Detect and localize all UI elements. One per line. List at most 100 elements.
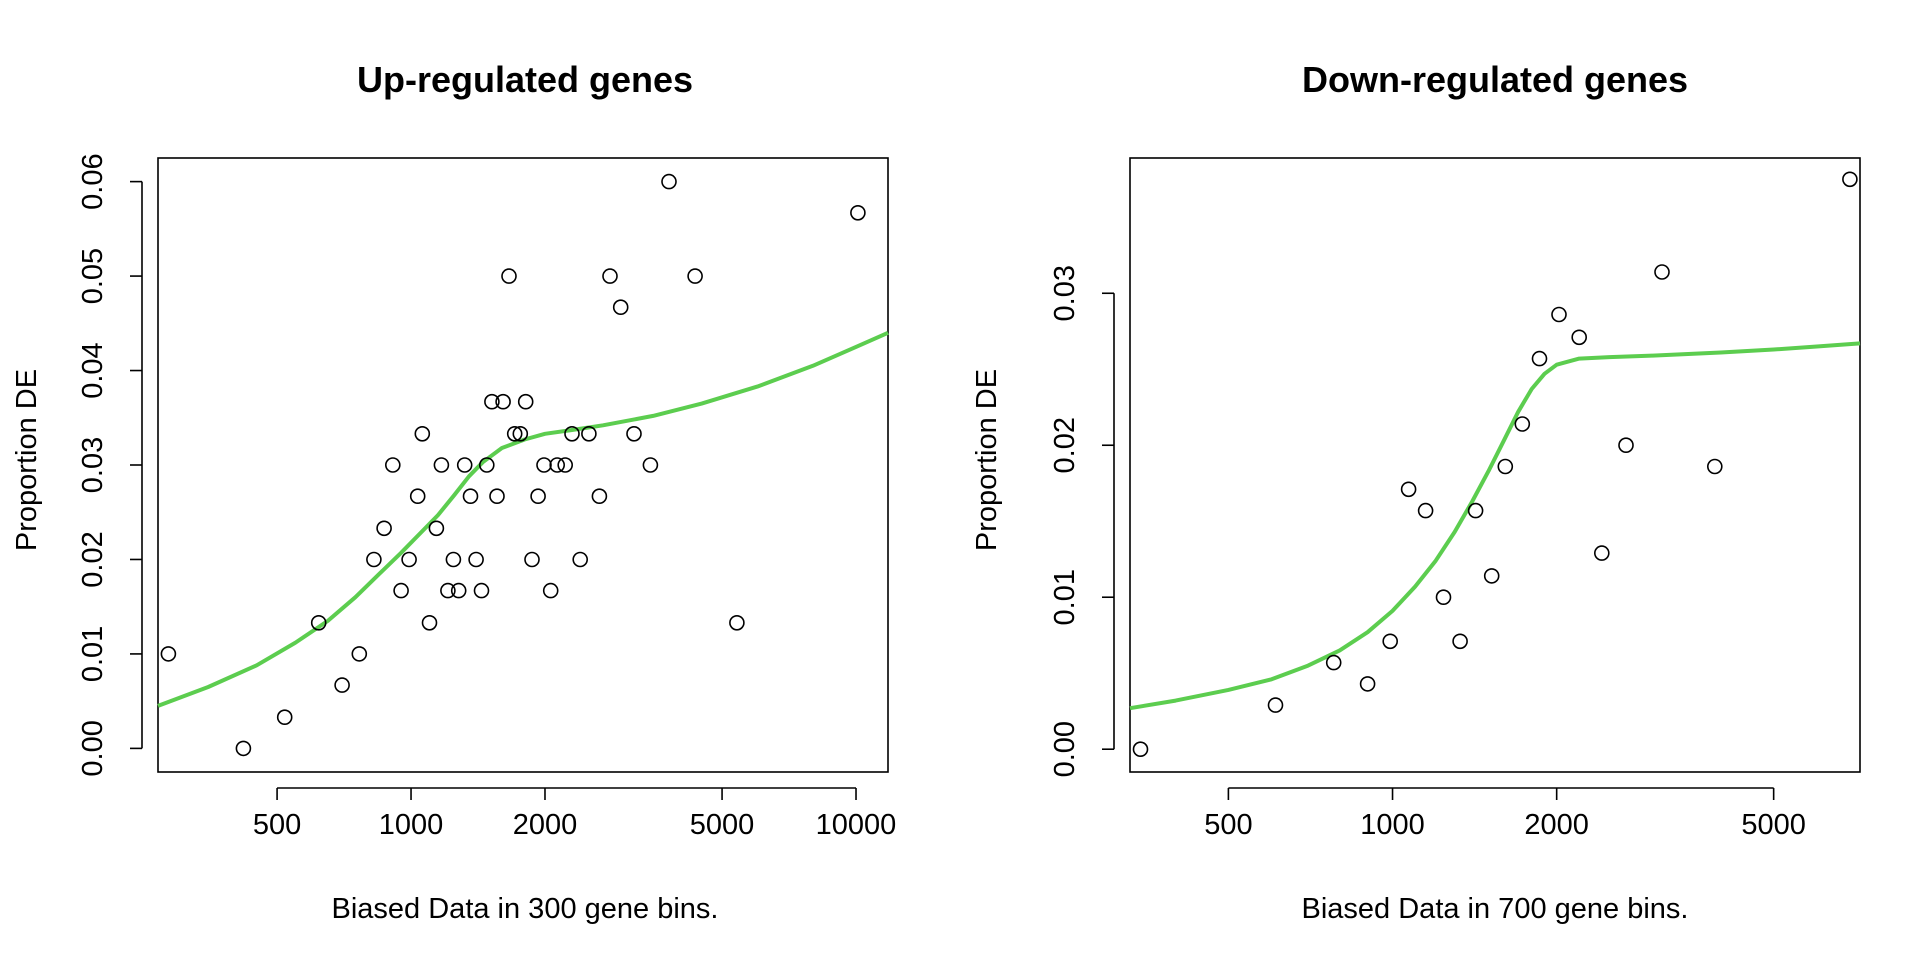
y-tick-label: 0.01 [77,626,109,682]
data-point [414,425,431,442]
data-point [421,614,438,631]
x-tick-label: 2000 [1524,809,1589,841]
data-point [489,488,505,505]
x-tick-label: 1000 [1360,809,1425,841]
data-point [1483,568,1500,584]
y-tick-label: 0.02 [77,531,109,587]
data-point [450,582,467,599]
data-point [1531,350,1548,367]
data-points-layer [160,173,866,757]
y-tick-label: 0.03 [1049,265,1081,321]
data-point [310,614,327,631]
data-point [591,488,608,505]
data-point [235,740,252,757]
data-point [530,488,546,505]
y-axis-label: Proportion DE [11,369,43,551]
data-point [433,457,450,473]
data-point [1267,697,1284,713]
data-point [409,488,426,505]
data-point [468,551,484,568]
data-point [1618,437,1634,454]
data-point [1842,171,1858,188]
fitted-curve-layer [1129,341,1861,711]
data-point [1497,458,1514,475]
y-axis: 0.00 0.01 0.02 0.03 [1049,265,1115,777]
data-point [1417,502,1434,519]
data-point [1571,329,1588,346]
chart-down-regulated: Down-regulated genes Biased Data in 700 … [971,59,1861,925]
y-tick-label: 0.03 [77,437,109,493]
data-point [484,393,500,410]
data-point [1654,264,1670,280]
data-point [626,425,642,442]
data-point [512,425,529,442]
y-tick-label: 0.02 [1049,417,1081,473]
data-point [351,646,368,662]
data-point [1551,306,1567,323]
y-axis-label: Proportion DE [971,369,1003,551]
chart-title: Down-regulated genes [1302,59,1688,100]
data-point [478,457,495,473]
x-tick-label: 10000 [816,809,897,841]
data-point [642,457,659,473]
y-tick-label: 0.01 [1049,569,1081,625]
data-point [661,173,677,190]
y-tick-label: 0.00 [1049,721,1081,777]
data-point [517,393,534,410]
x-tick-label: 1000 [379,809,444,841]
x-axis: 500 1000 2000 5000 10000 [253,787,897,841]
data-point [581,425,597,442]
chart-panel-up-regulated: Up-regulated genes Biased Data in 300 ge… [11,59,897,925]
x-axis-label: Biased Data in 700 gene bins. [1302,893,1689,925]
data-point [1593,545,1610,561]
data-point [1706,458,1723,475]
data-point [501,268,517,284]
data-point [276,709,293,726]
data-point [445,551,462,568]
data-point [612,299,629,316]
data-point [850,205,866,221]
x-axis-label: Biased Data in 300 gene bins. [332,893,719,925]
x-tick-label: 500 [1204,809,1252,841]
data-point [536,457,552,473]
fitted-curve [1129,341,1861,711]
data-points-layer [1132,171,1858,758]
data-point [384,457,401,473]
plot-frame [157,157,889,773]
chart-title: Up-regulated genes [357,59,693,100]
chart-up-regulated: Up-regulated genes Biased Data in 300 ge… [11,59,897,925]
data-point [366,551,382,568]
data-point [687,268,703,284]
x-tick-label: 5000 [1741,809,1806,841]
data-point [549,457,566,473]
data-point [440,582,456,599]
data-point [1400,481,1417,498]
data-point [428,520,445,537]
data-point [334,677,350,693]
data-point [160,646,177,662]
data-point [1132,741,1149,758]
y-tick-label: 0.00 [77,720,109,776]
y-tick-label: 0.05 [77,248,109,304]
data-point [564,425,580,442]
data-point [1452,633,1468,650]
data-point [462,488,479,505]
data-point [456,457,473,473]
data-point [506,425,523,442]
fitted-curve-layer [157,330,889,708]
data-point [542,582,559,599]
data-point [729,614,745,631]
data-point [1514,416,1531,432]
x-axis: 500 1000 2000 5000 [1204,787,1806,841]
data-point [557,457,574,473]
data-point [401,551,417,568]
y-axis: 0.00 0.01 0.02 0.03 0.04 0.05 0.06 [77,153,143,777]
fitted-curve [157,330,889,708]
y-tick-label: 0.04 [77,342,109,398]
data-point [602,268,618,284]
data-point [376,520,392,537]
data-point [1325,654,1342,671]
y-tick-label: 0.06 [77,153,109,209]
plot-frame [1129,157,1861,773]
data-point [1435,589,1452,606]
